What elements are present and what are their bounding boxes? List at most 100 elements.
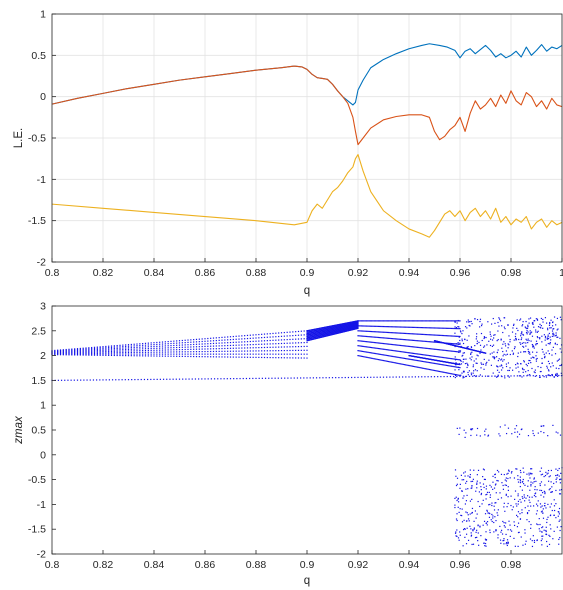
chaotic-point xyxy=(505,541,508,544)
bifurcation-point xyxy=(410,339,412,341)
chaotic-point xyxy=(560,488,563,491)
chaotic-point xyxy=(513,348,516,350)
bifurcation-point xyxy=(223,378,225,380)
chaotic-point xyxy=(462,528,465,531)
chaotic-point xyxy=(458,539,460,541)
chaotic-point xyxy=(550,366,552,368)
bifurcation-point xyxy=(443,375,445,378)
bifurcation-point xyxy=(249,347,251,349)
chaotic-point xyxy=(523,351,525,353)
bifurcation-point xyxy=(218,337,220,339)
bifurcation-point xyxy=(375,331,377,333)
bifurcation-point xyxy=(82,350,84,352)
chaotic-point xyxy=(509,367,511,369)
bifurcation-point xyxy=(453,366,455,368)
bifurcation-point xyxy=(371,352,373,354)
chaotic-point xyxy=(497,514,499,516)
chaotic-point xyxy=(513,521,515,523)
bifurcation-point xyxy=(215,339,217,342)
bifurcation-point xyxy=(373,358,375,360)
bifurcation-point xyxy=(441,320,443,322)
chaotic-point xyxy=(542,526,544,528)
chaotic-point xyxy=(531,540,533,542)
bifurcation-point xyxy=(263,356,266,359)
chaotic-point xyxy=(461,332,463,335)
y-tick-label: 0 xyxy=(40,449,46,461)
chaotic-point xyxy=(556,477,558,479)
bifurcation-point xyxy=(224,356,226,358)
bifurcation-point xyxy=(170,347,172,349)
chaotic-point xyxy=(555,481,557,483)
bifurcation-point xyxy=(450,350,452,352)
chaotic-point xyxy=(546,337,548,339)
bifurcation-point xyxy=(406,358,408,360)
bifurcation-point xyxy=(451,327,453,330)
bifurcation-point xyxy=(221,345,223,347)
bifurcation-point xyxy=(153,349,155,351)
chaotic-point xyxy=(521,489,523,491)
bifurcation-point xyxy=(125,345,127,348)
chaotic-point xyxy=(548,480,550,482)
chaotic-point xyxy=(496,369,499,371)
bifurcation-point xyxy=(398,362,400,365)
chaotic-point xyxy=(526,512,529,515)
bifurcation-point xyxy=(389,320,391,322)
bifurcation-point xyxy=(74,352,76,354)
bifurcation-point xyxy=(357,320,359,322)
bifurcation-point xyxy=(403,357,406,359)
bifurcation-point xyxy=(252,343,254,346)
bifurcation-point xyxy=(272,343,274,345)
chaotic-point xyxy=(531,351,534,353)
bifurcation-point xyxy=(386,376,388,378)
chaotic-point xyxy=(462,330,464,332)
chaotic-point xyxy=(533,434,535,437)
bifurcation-point xyxy=(306,349,308,351)
bifurcation-point xyxy=(394,326,396,328)
chaotic-point xyxy=(505,477,507,479)
chaotic-point xyxy=(509,529,512,531)
bifurcation-point xyxy=(415,359,417,361)
bifurcation-point xyxy=(425,333,427,336)
bifurcation-point xyxy=(195,341,198,343)
bifurcation-point xyxy=(402,357,404,359)
bifurcation-point xyxy=(261,350,263,352)
chaotic-point xyxy=(527,495,529,497)
chaotic-point xyxy=(501,482,503,484)
chaotic-point xyxy=(559,482,562,484)
bifurcation-point xyxy=(156,351,158,353)
bifurcation-point xyxy=(241,344,243,346)
bifurcation-point xyxy=(303,353,305,355)
bifurcation-point xyxy=(68,354,70,356)
bifurcation-point xyxy=(442,371,444,373)
bifurcation-point xyxy=(221,356,223,358)
bifurcation-point xyxy=(207,356,209,358)
bifurcation-point xyxy=(142,348,144,350)
chaotic-point xyxy=(454,532,457,534)
bifurcation-point xyxy=(297,346,300,348)
bifurcation-point xyxy=(366,325,368,327)
bifurcation-point xyxy=(79,354,81,356)
bifurcation-point xyxy=(212,340,215,342)
bifurcation-point xyxy=(369,336,372,338)
bifurcation-point xyxy=(275,332,277,334)
bifurcation-point xyxy=(85,354,87,356)
chaotic-point xyxy=(480,332,483,335)
bifurcation-point xyxy=(425,347,427,349)
bifurcation-point xyxy=(232,347,234,349)
bifurcation-point xyxy=(399,326,401,328)
chaotic-point xyxy=(505,350,508,352)
chaotic-point xyxy=(521,496,523,498)
chaotic-point xyxy=(558,507,561,510)
chaotic-point xyxy=(470,534,473,536)
bifurcation-point xyxy=(224,342,226,344)
bifurcation-point xyxy=(210,345,212,347)
bifurcation-point xyxy=(300,357,302,359)
bifurcation-point xyxy=(402,320,404,322)
chaotic-point xyxy=(475,358,477,360)
bifurcation-point xyxy=(187,346,189,348)
chaotic-point xyxy=(473,360,475,362)
bifurcation-point xyxy=(74,348,76,350)
bifurcation-point xyxy=(449,335,451,337)
bifurcation-point xyxy=(144,353,147,355)
bifurcation-point xyxy=(558,374,560,377)
